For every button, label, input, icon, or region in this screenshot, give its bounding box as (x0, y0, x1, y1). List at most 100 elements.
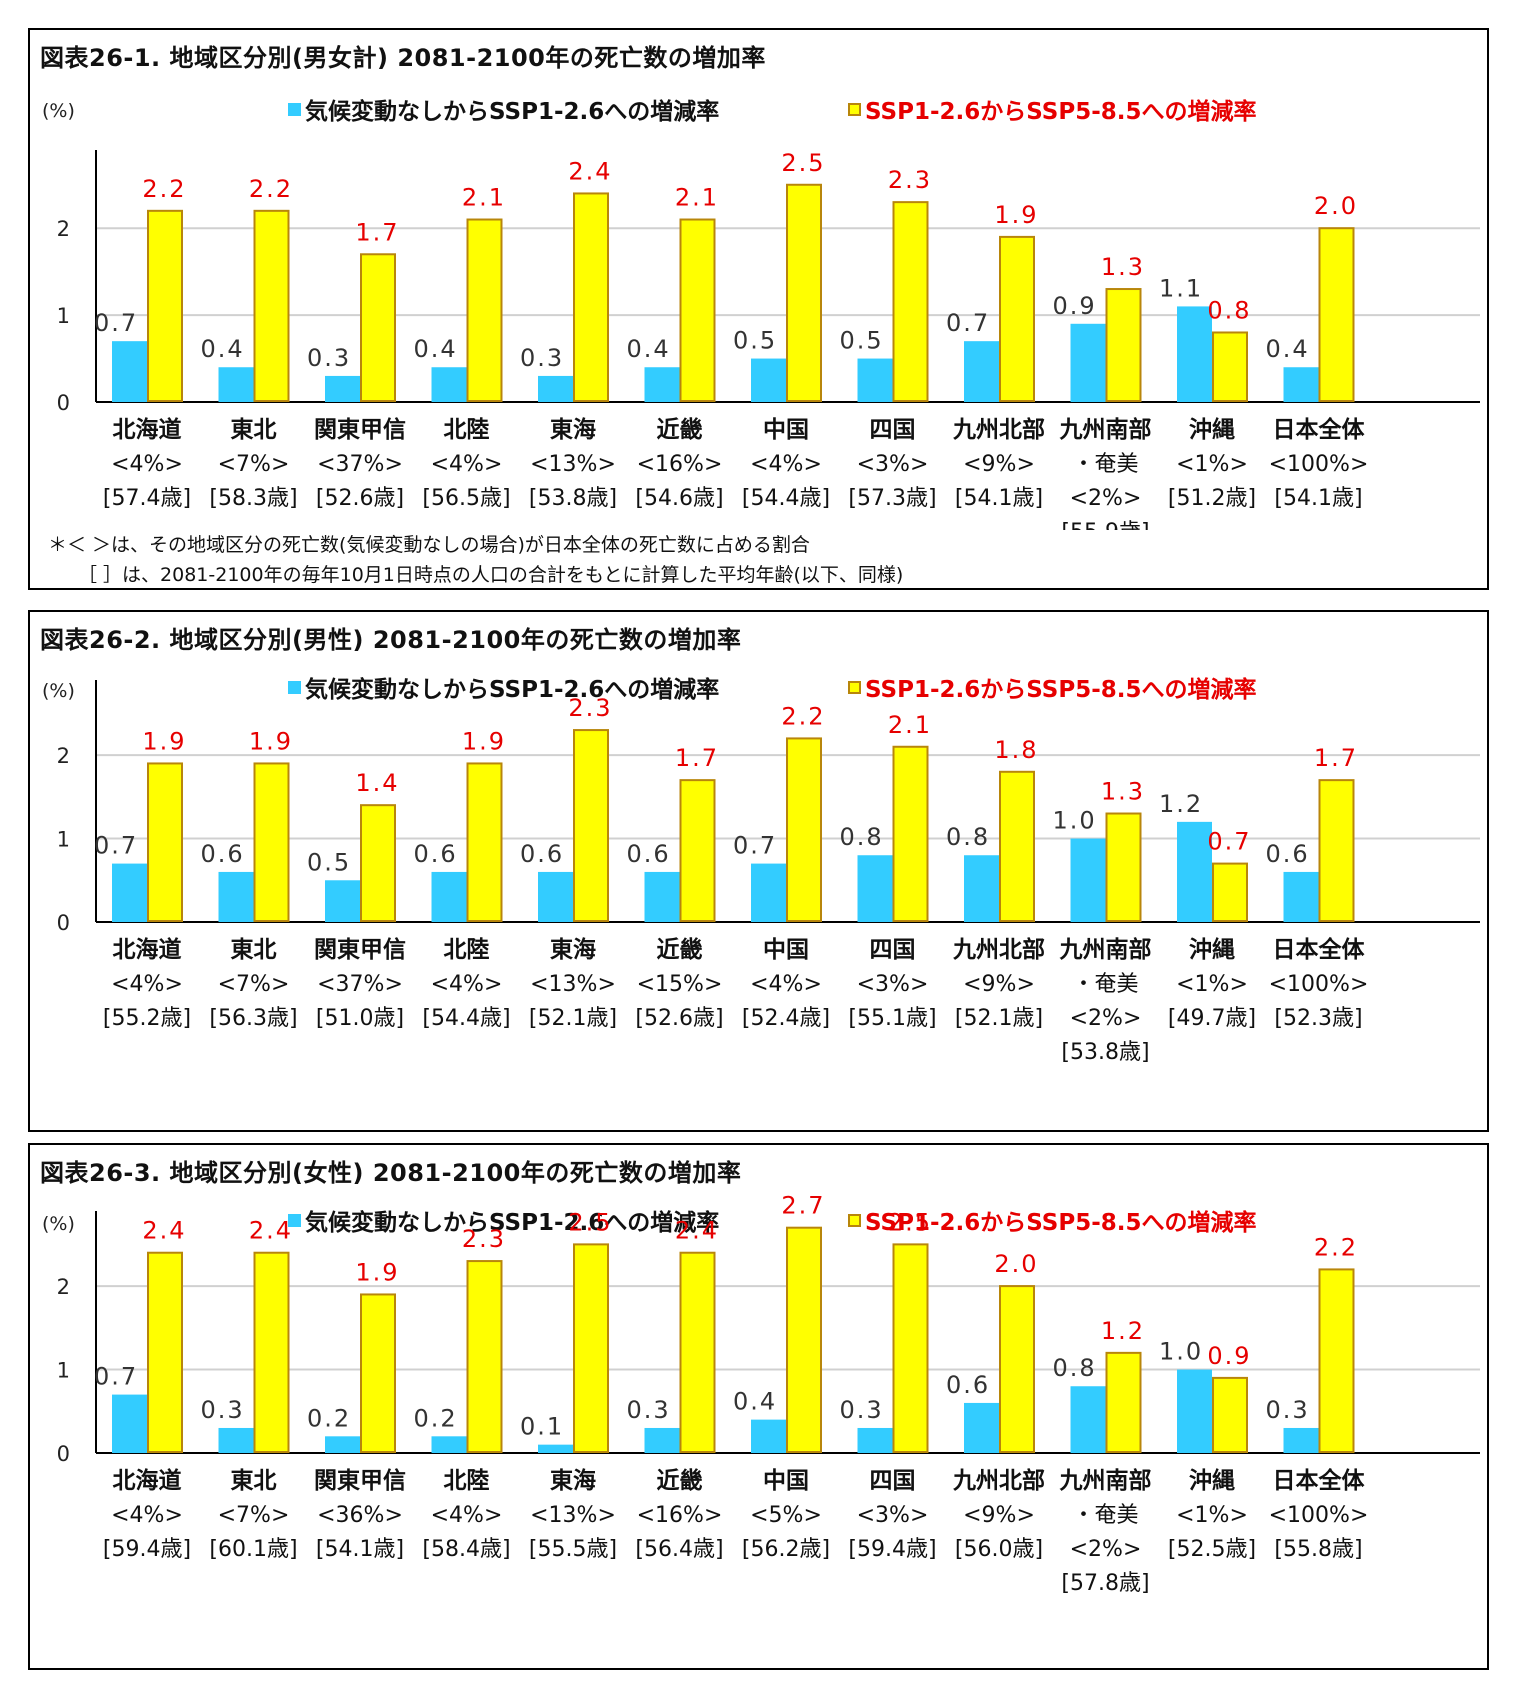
category-label: [51.0歳] (316, 1006, 404, 1031)
bar-s2 (573, 729, 609, 922)
legend-swatch-s1 (288, 1213, 301, 1227)
bar-s2 (147, 762, 183, 922)
category-label: 東海 (550, 1467, 596, 1494)
y-tick-label: 1 (57, 828, 70, 852)
data-label-s1: 0.6 (414, 840, 458, 868)
category-label: 近畿 (657, 1468, 703, 1494)
data-label-s2: 1.9 (249, 727, 293, 755)
legend-label-s2: SSP1-2.6からSSP5-8.5への増減率 (865, 1210, 1257, 1236)
data-label-s2: 0.7 (1207, 828, 1251, 856)
bar-s1 (431, 871, 467, 922)
legend-item-s1: 気候変動なしからSSP1-2.6への増減率 (288, 92, 719, 126)
category-label: 四国 (870, 937, 916, 963)
category-label: <100%> (1269, 452, 1369, 477)
bar-s1 (218, 367, 254, 402)
category-label: 関東甲信 (314, 416, 406, 443)
bar-s2 (892, 201, 929, 402)
bar-chart-3: 0 1 2 0.7 2.4 北海道 <4%> [59.4歳] 0.3 2.4 東北 <7%> [60.1… (57, 1192, 1480, 1596)
category-label: [52.1歳] (529, 1006, 617, 1031)
y-tick-label: 1 (57, 304, 70, 328)
category-label: 関東甲信 (314, 1467, 406, 1494)
data-label-s1: 0.2 (414, 1404, 458, 1432)
bar-s1 (644, 1427, 680, 1453)
data-label-s1: 0.5 (840, 327, 884, 355)
data-label-s1: 0.6 (627, 840, 671, 868)
category-label: 北海道 (113, 1467, 182, 1494)
bar-s2 (360, 253, 396, 402)
data-label-s1: 0.6 (1266, 840, 1310, 868)
bar-s2 (1318, 779, 1355, 922)
bar-s1 (112, 1394, 147, 1453)
category-label: 東北 (231, 417, 277, 443)
category-label: 北陸 (444, 417, 490, 443)
category-label: <100%> (1269, 972, 1369, 997)
category-label: <1%> (1176, 1503, 1248, 1528)
data-label-s2: 1.9 (355, 1258, 399, 1286)
data-label-s1: 0.7 (94, 832, 138, 860)
category-label: <4%> (111, 972, 183, 997)
category-label: [55.9歳] (1061, 520, 1149, 530)
category-label: 北陸 (444, 1468, 490, 1494)
data-label-s2: 1.9 (994, 201, 1038, 229)
legend-item-s2: SSP1-2.6からSSP5-8.5への増減率 (848, 1203, 1257, 1237)
category-label: [54.4歳] (422, 1006, 510, 1031)
bar-s2 (1318, 1268, 1355, 1454)
data-label-s2: 2.3 (568, 694, 612, 722)
category-label: [54.6歳] (635, 486, 723, 511)
category-label: <9%> (963, 972, 1035, 997)
data-label-s2: 2.5 (888, 1208, 932, 1236)
legend-item-s2: SSP1-2.6からSSP5-8.5への増減率 (848, 92, 1257, 126)
data-label-s1: 0.3 (627, 1396, 671, 1424)
category-label: [58.4歳] (422, 1537, 510, 1562)
category-label: <4%> (750, 452, 822, 477)
bar-s1 (964, 1402, 999, 1453)
legend-item-s2: SSP1-2.6からSSP5-8.5への増減率 (848, 670, 1257, 704)
bar-s1 (538, 375, 573, 402)
data-label-s2: 2.1 (675, 184, 719, 212)
category-label: <4%> (750, 972, 822, 997)
bar-s1 (964, 855, 999, 922)
y-tick-label: 2 (57, 1275, 70, 1299)
data-label-s1: 0.7 (94, 1363, 138, 1391)
bar-s1 (325, 1436, 360, 1453)
category-label: 近畿 (657, 937, 703, 963)
y-unit-label: (%) (42, 1213, 75, 1235)
bar-s1 (964, 341, 999, 402)
data-label-s2: 1.9 (142, 727, 186, 755)
data-label-s1: 0.3 (840, 1396, 884, 1424)
category-label: 九州南部 (1059, 936, 1152, 963)
category-label: [56.4歳] (635, 1537, 723, 1562)
category-label: [59.4歳] (103, 1537, 191, 1562)
category-label: <16%> (637, 452, 723, 477)
bar-s1 (1070, 1386, 1106, 1453)
category-label: 四国 (870, 1468, 916, 1494)
bar-s2 (466, 218, 503, 402)
category-label: [54.1歳] (316, 1537, 404, 1562)
category-label: 九州南部 (1059, 1467, 1152, 1494)
bar-s1 (1070, 838, 1106, 922)
category-label: <36%> (317, 1503, 403, 1528)
data-label-s2: 2.0 (994, 1250, 1038, 1278)
chart-panel-2: 図表26-2. 地域区分別(男性) 2081-2100年の死亡数の増加率 (%)… (28, 610, 1489, 1132)
category-label: [55.1歳] (848, 1006, 936, 1031)
bar-s1 (431, 1436, 467, 1453)
category-label: ・奄美 (1072, 1503, 1138, 1528)
bar-s2 (892, 1243, 929, 1454)
data-label-s1: 1.1 (1159, 274, 1203, 302)
bar-s1 (431, 367, 467, 402)
footnote-1: ＊＜ ＞は、その地域区分の死亡数(気候変動なしの場合)が日本全体の死亡数に占める… (48, 534, 810, 556)
category-label: <3%> (857, 972, 929, 997)
category-label: <4%> (431, 972, 503, 997)
category-label: [57.8歳] (1061, 1571, 1149, 1596)
bar-s2 (1212, 331, 1248, 402)
category-label: <1%> (1176, 452, 1248, 477)
bar-s1 (751, 358, 786, 402)
category-label: <9%> (963, 452, 1035, 477)
category-label: [58.3歳] (209, 486, 297, 511)
y-tick-label: 2 (57, 744, 70, 768)
data-label-s2: 2.2 (249, 175, 293, 203)
y-tick-label: 0 (57, 911, 70, 935)
data-label-s2: 0.8 (1207, 296, 1251, 324)
category-label: [52.5歳] (1168, 1537, 1256, 1562)
category-label: 東北 (231, 937, 277, 963)
